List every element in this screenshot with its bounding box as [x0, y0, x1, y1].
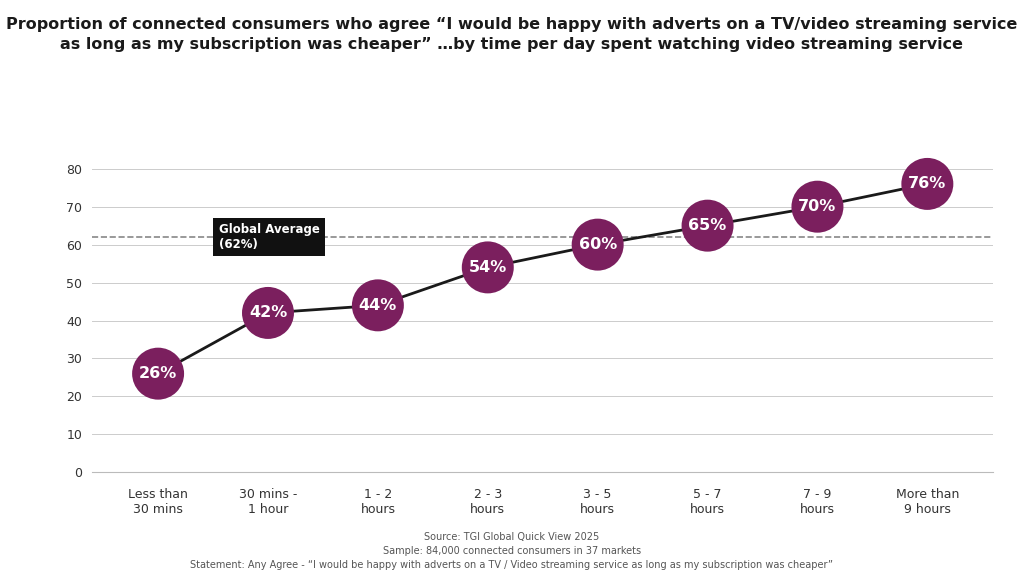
Text: 76%: 76%: [908, 176, 946, 191]
Point: [479, 263, 496, 272]
Point: [809, 202, 825, 211]
Text: Global Average
(62%): Global Average (62%): [218, 223, 319, 251]
Text: 65%: 65%: [688, 218, 727, 233]
Point: [590, 240, 606, 249]
Text: 26%: 26%: [139, 366, 177, 381]
Point: [370, 301, 386, 310]
Text: 54%: 54%: [469, 260, 507, 275]
Text: 42%: 42%: [249, 305, 287, 320]
Text: 44%: 44%: [358, 298, 397, 313]
Point: [920, 179, 936, 188]
Text: 70%: 70%: [799, 199, 837, 214]
Text: 60%: 60%: [579, 237, 616, 252]
Point: [699, 221, 716, 230]
Point: [260, 308, 276, 317]
Text: Proportion of connected consumers who agree “I would be happy with adverts on a : Proportion of connected consumers who ag…: [6, 17, 1018, 52]
Text: Source: TGI Global Quick View 2025
Sample: 84,000 connected consumers in 37 mark: Source: TGI Global Quick View 2025 Sampl…: [190, 532, 834, 570]
Point: [150, 369, 166, 378]
